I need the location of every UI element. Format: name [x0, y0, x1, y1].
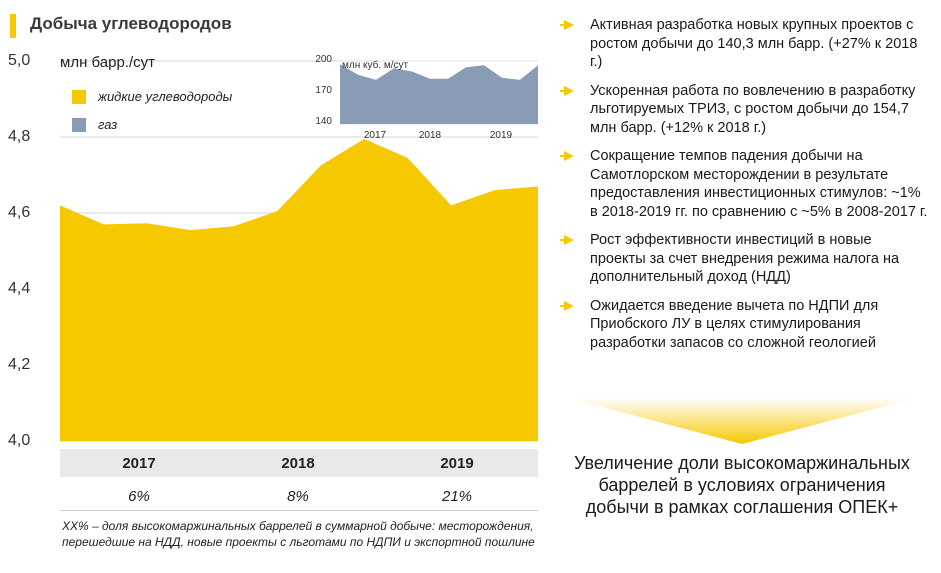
arrow-right-icon — [560, 235, 574, 245]
gas-y-tick-label: 200 — [315, 54, 332, 65]
x-tick-label: 2018 — [281, 455, 315, 472]
bullet-text: Ускоренная работа по вовлечению в разраб… — [590, 82, 916, 136]
y-tick-label: 4,4 — [8, 280, 31, 297]
arrow-right-icon — [560, 300, 574, 311]
footnote-divider — [60, 510, 538, 511]
footnote: XX% – доля высокомаржинальных баррелей в… — [62, 519, 535, 549]
arrow-right-icon — [560, 151, 574, 161]
legend-swatch-liquids — [72, 90, 86, 104]
gas-area — [340, 64, 538, 124]
bullet-item: Рост эффективности инвестиций в новые пр… — [560, 231, 930, 287]
x-tick-label: 2019 — [440, 455, 474, 472]
bullet-item: Сокращение темпов падения добычи на Само… — [560, 147, 930, 221]
gas-y-tick-label: 140 — [315, 116, 332, 127]
bullet-text: Сокращение темпов падения добычи на Само… — [590, 148, 928, 220]
arrow-right-icon — [560, 85, 574, 96]
bullet-text: Активная разработка новых крупных проект… — [590, 17, 918, 70]
title-accent-bar — [10, 14, 16, 38]
gas-x-tick-label: 2019 — [489, 130, 513, 141]
bullet-item: Активная разработка новых крупных проект… — [560, 16, 930, 72]
bullet-text: Ожидается введение вычета по НДПИ для Пр… — [590, 297, 879, 351]
y-tick-label: 4,6 — [8, 204, 31, 221]
legend-label-liquids: жидкие углеводороды — [98, 89, 233, 104]
y-tick-label: 5,0 — [8, 52, 31, 69]
y-tick-label: 4,8 — [8, 128, 31, 145]
year-axis-band — [60, 449, 538, 477]
legend-label-gas: газ — [98, 117, 118, 132]
funnel-arrow-icon — [568, 398, 916, 444]
bullet-item: Ожидается введение вычета по НДПИ для Пр… — [560, 297, 930, 353]
bullet-text: Рост эффективности инвестиций в новые пр… — [590, 232, 900, 285]
gas-x-tick-label: 2018 — [418, 130, 442, 141]
share-label: 6% — [128, 488, 150, 505]
conclusion-text: Увеличение доли высокомаржинальных барре… — [574, 453, 910, 517]
gas-y-tick-label: 170 — [315, 85, 332, 96]
liquids-area — [60, 138, 538, 441]
page-title: Добыча углеводородов — [30, 14, 232, 33]
legend-swatch-gas — [72, 118, 86, 132]
y-unit-label: млн барр./сут — [60, 54, 155, 71]
arrow-right-icon — [560, 20, 574, 30]
share-label: 8% — [287, 488, 309, 505]
bullet-list: Активная разработка новых крупных проект… — [560, 16, 930, 362]
y-tick-label: 4,2 — [8, 356, 31, 373]
x-tick-label: 2017 — [122, 455, 156, 472]
gas-unit-label: млн куб. м/сут — [342, 60, 409, 71]
bullet-item: Ускоренная работа по вовлечению в разраб… — [560, 82, 930, 138]
share-label: 21% — [441, 488, 473, 505]
y-tick-label: 4,0 — [8, 432, 31, 449]
gas-x-tick-label: 2017 — [363, 130, 387, 141]
